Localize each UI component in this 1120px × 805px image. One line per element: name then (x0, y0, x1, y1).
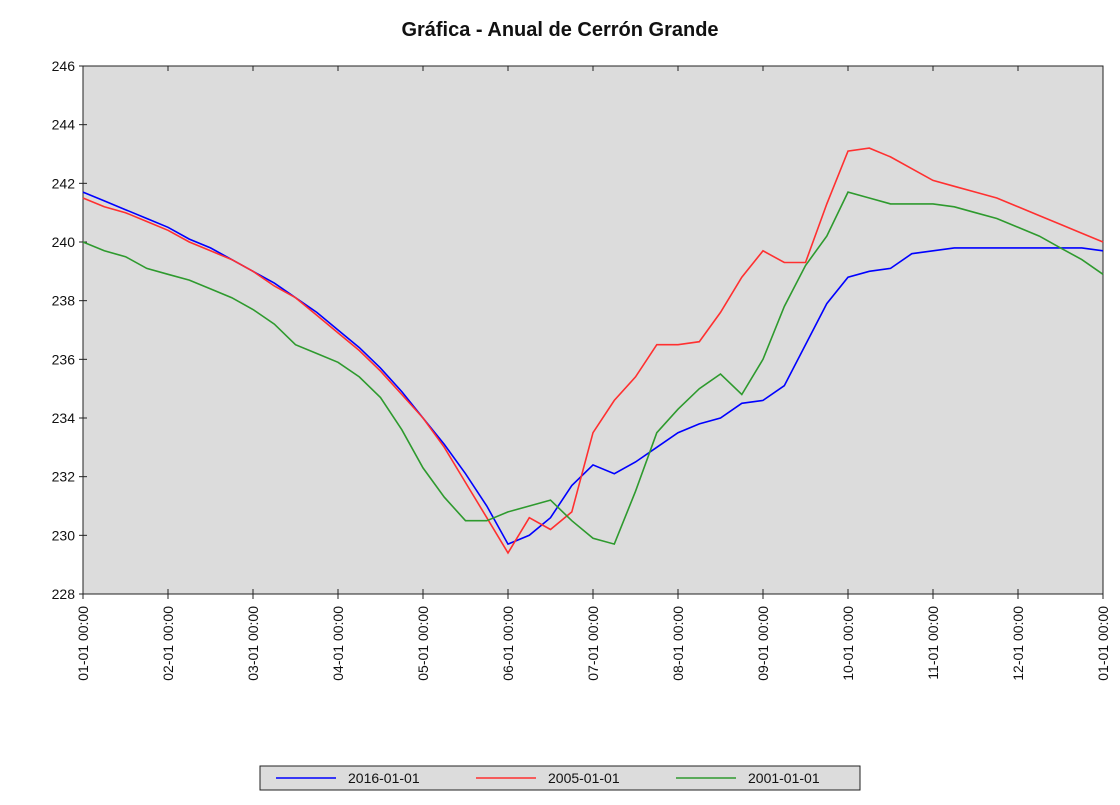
y-tick-label: 230 (52, 527, 76, 543)
y-tick-label: 244 (52, 117, 76, 133)
x-tick-label: 01-01 00:00 (1095, 606, 1111, 681)
y-tick-label: 246 (52, 58, 76, 74)
x-tick-label: 04-01 00:00 (330, 606, 346, 681)
legend-label: 2005-01-01 (548, 770, 620, 786)
legend-box (259, 765, 861, 791)
x-tick-label: 06-01 00:00 (500, 606, 516, 681)
y-tick-label: 242 (52, 175, 76, 191)
series-line (82, 191, 1104, 546)
x-tick-label: 09-01 00:00 (755, 606, 771, 681)
x-tick-label: 02-01 00:00 (160, 606, 176, 681)
x-tick-label: 08-01 00:00 (670, 606, 686, 681)
y-tick-label: 234 (52, 410, 76, 426)
plot-area (82, 65, 1104, 595)
legend-label: 2016-01-01 (348, 770, 420, 786)
y-tick-label: 228 (52, 586, 76, 602)
y-tick-label: 240 (52, 234, 76, 250)
x-tick-label: 11-01 00:00 (925, 606, 941, 680)
series-line (82, 147, 1104, 555)
x-tick-label: 03-01 00:00 (245, 606, 261, 681)
legend-label: 2001-01-01 (748, 770, 820, 786)
y-tick-label: 238 (52, 293, 76, 309)
x-tick-label: 07-01 00:00 (585, 606, 601, 681)
x-tick-label: 12-01 00:00 (1010, 606, 1026, 681)
x-tick-label: 05-01 00:00 (415, 606, 431, 681)
chart-title: Gráfica - Anual de Cerrón Grande (401, 19, 718, 41)
y-tick-label: 236 (52, 351, 76, 367)
x-tick-label: 01-01 00:00 (75, 606, 91, 681)
y-tick-label: 232 (52, 469, 76, 485)
x-tick-label: 10-01 00:00 (840, 606, 856, 681)
